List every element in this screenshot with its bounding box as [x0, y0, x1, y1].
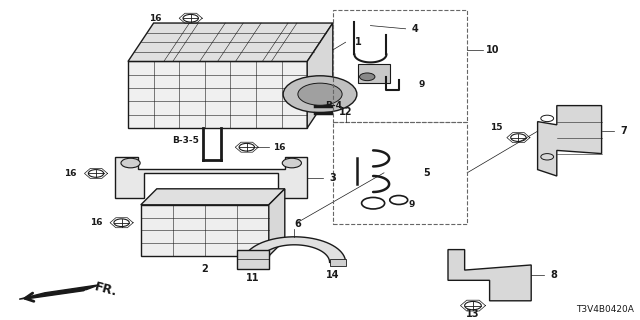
- Text: 11: 11: [246, 273, 260, 284]
- Text: 10: 10: [486, 44, 500, 55]
- Text: 16: 16: [149, 14, 162, 23]
- Text: 1: 1: [355, 37, 362, 47]
- Bar: [237, 250, 269, 269]
- Polygon shape: [243, 237, 346, 262]
- Text: 13: 13: [466, 308, 480, 319]
- Circle shape: [282, 158, 301, 168]
- Circle shape: [298, 83, 342, 105]
- Bar: [333, 10, 467, 122]
- Bar: [333, 122, 467, 224]
- Text: 6: 6: [294, 219, 301, 229]
- Text: 2: 2: [202, 264, 208, 274]
- Circle shape: [121, 158, 140, 168]
- Text: 12: 12: [339, 107, 353, 117]
- Text: 4: 4: [412, 24, 419, 34]
- Polygon shape: [269, 189, 285, 256]
- Text: 14: 14: [326, 270, 340, 280]
- Circle shape: [360, 73, 375, 81]
- Text: 3: 3: [330, 172, 336, 183]
- Text: B-4: B-4: [325, 101, 342, 110]
- Text: 9: 9: [419, 80, 425, 89]
- Polygon shape: [141, 205, 269, 256]
- Text: 7: 7: [621, 126, 627, 136]
- Polygon shape: [538, 106, 602, 176]
- Text: 15: 15: [490, 124, 502, 132]
- Text: FR.: FR.: [93, 280, 118, 299]
- Polygon shape: [115, 157, 307, 198]
- Polygon shape: [19, 285, 99, 299]
- Polygon shape: [128, 23, 333, 61]
- Text: 16: 16: [90, 218, 102, 227]
- Bar: [243, 259, 259, 266]
- Text: T3V4B0420A: T3V4B0420A: [576, 305, 634, 314]
- Bar: [330, 259, 346, 266]
- Text: 5: 5: [424, 168, 430, 178]
- Text: 16: 16: [64, 169, 77, 178]
- Text: 16: 16: [273, 143, 285, 152]
- Text: 8: 8: [550, 270, 557, 280]
- Bar: [358, 64, 390, 83]
- Polygon shape: [307, 23, 333, 128]
- Polygon shape: [448, 250, 531, 301]
- Text: B-3-5: B-3-5: [172, 136, 199, 145]
- Polygon shape: [128, 61, 307, 128]
- Text: 9: 9: [408, 200, 415, 209]
- Circle shape: [283, 76, 357, 113]
- Polygon shape: [141, 189, 285, 205]
